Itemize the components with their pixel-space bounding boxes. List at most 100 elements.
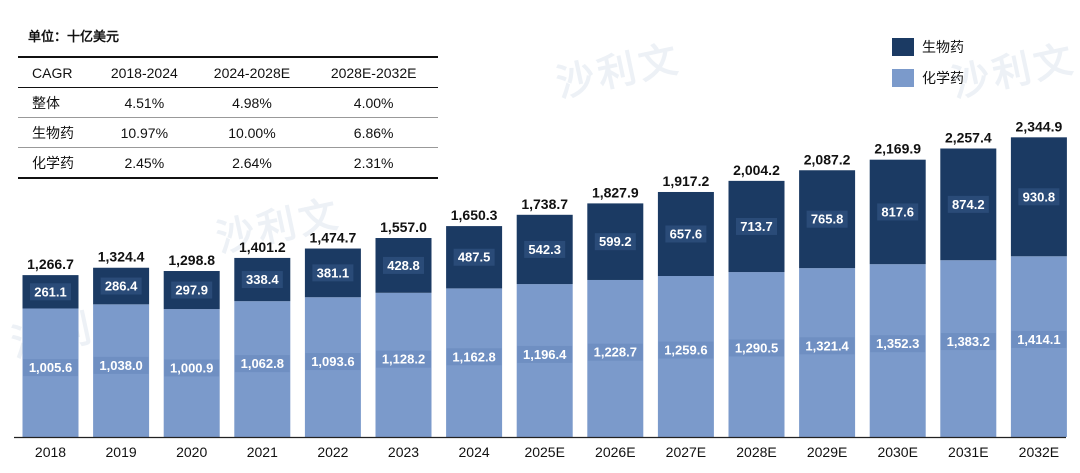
legend-label: 生物药 <box>922 40 964 56</box>
data-label-chemical-bg <box>658 341 714 359</box>
data-label-chemical-bg <box>1011 330 1067 348</box>
cagr-header-row: CAGR 2018-2024 2024-2028E 2028E-2032E <box>18 57 438 88</box>
data-label-chemical: 1,228.7 <box>594 345 637 360</box>
data-label-biologics: 286.4 <box>105 279 138 294</box>
data-label-chemical: 1,290.5 <box>735 340 778 355</box>
data-label-biologics-bg <box>594 233 636 251</box>
data-label-chemical-bg <box>729 339 784 357</box>
data-label-total: 1,298.8 <box>168 252 215 268</box>
x-tick-label: 2026E <box>595 444 635 460</box>
data-label-chemical-bg <box>799 337 855 355</box>
data-label-total: 1,650.3 <box>451 207 498 223</box>
data-label-biologics-bg <box>877 203 919 221</box>
data-label-chemical: 1,383.2 <box>947 334 990 349</box>
data-label-total: 1,917.2 <box>663 173 710 189</box>
data-label-biologics-bg <box>736 217 777 235</box>
cagr-header: 2024-2028E <box>213 64 291 81</box>
cagr-header: 2018-2024 <box>110 64 178 81</box>
data-label-total: 1,738.7 <box>521 196 568 212</box>
x-tick-label: 2029E <box>807 444 847 460</box>
data-label-biologics: 765.8 <box>811 212 844 227</box>
cagr-cell: 2.31% <box>353 154 394 171</box>
data-label-biologics-bg <box>100 277 142 295</box>
cagr-cell: 2.64% <box>232 154 272 171</box>
cagr-row-overall: 整体 4.51% 4.98% 4.00% <box>18 88 438 118</box>
data-label-biologics: 874.2 <box>952 197 985 212</box>
data-label-biologics: 487.5 <box>458 250 491 265</box>
data-label-total: 1,827.9 <box>592 184 639 200</box>
data-label-biologics: 261.1 <box>34 284 67 299</box>
cagr-cell: 6.86% <box>353 124 394 141</box>
data-label-biologics-bg <box>241 271 283 289</box>
data-label-total: 1,324.4 <box>98 249 145 265</box>
data-label-biologics-bg <box>312 264 354 282</box>
data-label-chemical: 1,128.2 <box>382 352 425 367</box>
data-label-chemical: 1,005.6 <box>29 360 72 375</box>
cagr-cell: 4.98% <box>232 94 272 111</box>
data-label-biologics-bg <box>524 240 566 258</box>
data-label-chemical-bg <box>446 348 502 366</box>
x-tick-label: 2032E <box>1019 444 1059 460</box>
x-tick-label: 2025E <box>524 444 564 460</box>
data-label-total: 1,557.0 <box>380 219 427 235</box>
cagr-header: CAGR <box>32 64 73 81</box>
x-tick-label: 2024 <box>459 444 490 460</box>
x-tick-label: 2022 <box>317 444 348 460</box>
x-tick-label: 2018 <box>35 444 66 460</box>
data-label-chemical-bg <box>23 359 78 377</box>
x-tick-label: 2028E <box>736 444 776 460</box>
chart-legend: 生物药 化学药 <box>892 36 964 98</box>
cagr-row-biologics: 生物药 10.97% 10.00% 6.86% <box>18 118 438 148</box>
data-label-chemical: 1,000.9 <box>170 360 213 375</box>
data-label-biologics: 657.6 <box>670 227 703 242</box>
legend-swatch <box>892 69 914 87</box>
data-label-chemical-bg <box>305 353 361 371</box>
data-label-biologics: 338.4 <box>246 272 279 287</box>
data-label-biologics-bg <box>383 256 424 274</box>
data-label-chemical: 1,259.6 <box>664 343 707 358</box>
data-label-chemical-bg <box>234 355 290 373</box>
legend-item-biologics: 生物药 <box>892 36 964 58</box>
data-label-chemical: 1,321.4 <box>805 338 849 353</box>
data-label-total: 1,401.2 <box>239 239 286 255</box>
cagr-cell: 10.00% <box>228 124 276 141</box>
data-label-biologics: 599.2 <box>599 234 632 249</box>
x-tick-label: 2023 <box>388 444 419 460</box>
x-tick-label: 2020 <box>176 444 207 460</box>
data-label-chemical: 1,062.8 <box>241 356 284 371</box>
data-label-biologics: 297.9 <box>175 283 208 298</box>
data-label-chemical-bg <box>376 350 431 368</box>
data-label-chemical: 1,093.6 <box>311 354 354 369</box>
cagr-header: 2028E-2032E <box>330 64 417 81</box>
data-label-chemical: 1,352.3 <box>876 336 919 351</box>
data-label-biologics-bg <box>665 225 707 243</box>
x-tick-label: 2031E <box>948 444 988 460</box>
cagr-cell: 4.00% <box>353 94 394 111</box>
data-label-biologics-bg <box>947 195 989 213</box>
data-label-total: 1,474.7 <box>310 230 357 246</box>
data-label-chemical-bg <box>587 343 643 361</box>
data-label-biologics-bg <box>171 281 213 299</box>
data-label-chemical: 1,162.8 <box>452 349 495 364</box>
data-label-biologics: 817.6 <box>881 204 914 219</box>
data-label-biologics: 713.7 <box>740 219 773 234</box>
cagr-row-chemical: 化学药 2.45% 2.64% 2.31% <box>18 148 438 178</box>
cagr-row-label: 整体 <box>32 94 60 111</box>
cagr-row-label: 生物药 <box>32 124 74 141</box>
data-label-total: 2,087.2 <box>804 151 851 167</box>
cagr-table: CAGR 2018-2024 2024-2028E 2028E-2032E 整体… <box>18 56 438 179</box>
data-label-chemical-bg <box>517 345 573 363</box>
data-label-chemical-bg <box>870 335 926 353</box>
data-label-chemical: 1,414.1 <box>1017 332 1060 347</box>
cagr-cell: 2.45% <box>124 154 165 171</box>
data-label-biologics-bg <box>806 210 848 228</box>
data-label-biologics-bg <box>1018 188 1060 206</box>
data-label-biologics: 542.3 <box>528 242 561 257</box>
data-label-total: 2,344.9 <box>1016 118 1063 134</box>
data-label-total: 2,004.2 <box>733 162 780 178</box>
cagr-cell: 4.51% <box>124 94 165 111</box>
data-label-chemical: 1,196.4 <box>523 347 567 362</box>
data-label-total: 2,257.4 <box>945 130 992 146</box>
x-tick-label: 2021 <box>247 444 278 460</box>
